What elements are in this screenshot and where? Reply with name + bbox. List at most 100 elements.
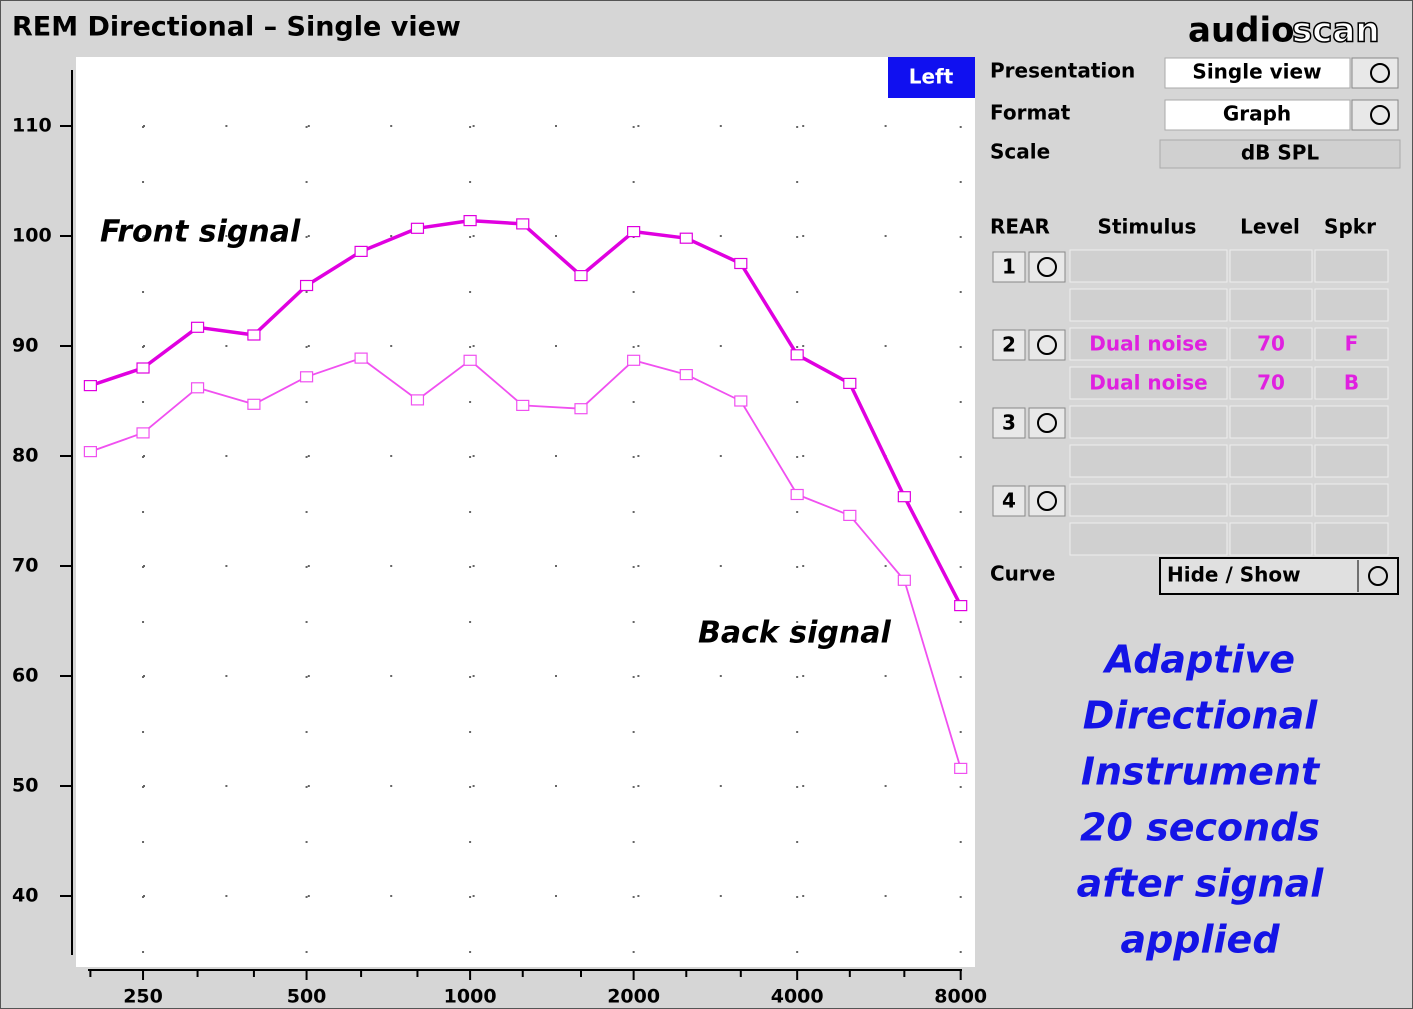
point-marker — [410, 394, 425, 406]
scale-field — [1159, 139, 1401, 169]
table-cell-text: Dual noise — [1089, 332, 1207, 356]
table-cell — [1069, 288, 1228, 322]
table-cell — [1314, 405, 1389, 439]
point-marker — [843, 509, 857, 521]
point-marker — [247, 329, 261, 341]
y-tick-label: 40 — [12, 885, 38, 907]
table-cell — [1314, 522, 1389, 556]
presentation-field[interactable] — [1164, 57, 1351, 89]
point-marker — [790, 488, 804, 501]
point-marker — [83, 446, 97, 458]
rear-number: 4 — [1002, 489, 1016, 513]
x-tick-label: 1000 — [444, 986, 497, 1008]
y-tick-label: 70 — [12, 555, 38, 577]
point-marker — [954, 762, 968, 775]
knob-icon — [1368, 566, 1388, 586]
rear-number-button[interactable] — [992, 329, 1026, 361]
format-label: Format — [990, 101, 1071, 125]
presentation-knob[interactable] — [1351, 57, 1399, 89]
y-tick-label: 60 — [12, 665, 38, 687]
rear-toggle[interactable] — [1028, 407, 1066, 439]
y-tick-label: 100 — [12, 225, 52, 247]
knob-icon — [1370, 63, 1390, 83]
table-header: Level — [1240, 215, 1300, 239]
table-cell — [1229, 522, 1313, 556]
point-marker — [354, 245, 368, 257]
knob-icon — [1037, 491, 1057, 511]
table-cell-text: B — [1344, 371, 1359, 395]
rear-number-button[interactable] — [992, 407, 1026, 439]
rear-number-button[interactable] — [992, 251, 1026, 283]
ear-badge — [888, 57, 975, 98]
note-line: after signal — [1077, 862, 1325, 906]
rear-number: 1 — [1002, 255, 1016, 279]
table-header: REAR — [990, 215, 1050, 239]
table-cell — [1314, 366, 1389, 400]
point-marker — [627, 354, 641, 366]
note-line: Instrument — [1081, 750, 1321, 794]
table-cell — [1069, 444, 1228, 478]
series-annotation: Front signal — [100, 215, 301, 250]
note-line: Adaptive — [1102, 638, 1295, 682]
curve-button-label: Hide / Show — [1167, 563, 1301, 587]
table-cell — [1314, 483, 1389, 517]
logo-scan: scan — [1292, 11, 1380, 51]
point-marker — [843, 377, 857, 389]
series-annotation: Back signal — [698, 616, 892, 651]
rear-toggle[interactable] — [1028, 485, 1066, 517]
y-tick-label: 50 — [12, 775, 38, 797]
table-cell — [1069, 405, 1228, 439]
rear-toggle[interactable] — [1028, 251, 1066, 283]
point-marker — [897, 491, 911, 503]
table-cell — [1069, 522, 1228, 556]
table-header: Spkr — [1324, 215, 1376, 239]
table-cell — [1314, 249, 1389, 283]
point-marker — [574, 270, 588, 282]
point-marker — [897, 574, 911, 586]
table-cell-text: Dual noise — [1089, 371, 1207, 395]
knob-icon — [1037, 335, 1057, 355]
y-tick-label: 110 — [12, 115, 52, 137]
point-marker — [790, 349, 804, 361]
table-cell — [1229, 483, 1313, 517]
rear-number: 2 — [1002, 333, 1016, 357]
x-tick-label: 8000 — [934, 986, 987, 1008]
point-marker — [136, 362, 150, 374]
rear-toggle[interactable] — [1028, 329, 1066, 361]
format-field[interactable] — [1164, 99, 1351, 131]
ear-badge-label: Left — [909, 65, 954, 89]
x-tick-label: 2000 — [607, 986, 660, 1008]
x-tick-label: 4000 — [771, 986, 824, 1008]
point-marker — [954, 599, 968, 612]
point-marker — [679, 232, 693, 244]
table-cell-text: F — [1345, 332, 1359, 356]
table-cell — [1314, 327, 1389, 361]
point-marker — [734, 257, 748, 270]
table-cell — [1069, 483, 1228, 517]
y-tick-label: 90 — [12, 335, 38, 357]
table-cell-text: 70 — [1257, 332, 1285, 356]
table-cell — [1069, 366, 1228, 400]
note-line: applied — [1120, 918, 1280, 962]
table-cell — [1069, 327, 1228, 361]
point-marker — [299, 279, 314, 292]
knob-icon — [1037, 257, 1057, 277]
y-tick-label: 80 — [12, 445, 38, 467]
table-cell — [1229, 249, 1313, 283]
scale-label: Scale — [990, 140, 1050, 164]
point-marker — [463, 354, 477, 366]
table-cell-text: 70 — [1257, 371, 1285, 395]
point-marker — [354, 352, 368, 364]
knob-icon — [1370, 105, 1390, 125]
format-knob[interactable] — [1351, 99, 1399, 131]
point-marker — [190, 382, 205, 394]
note-line: Directional — [1083, 694, 1319, 738]
rear-number-button[interactable] — [992, 485, 1026, 517]
table-cell — [1229, 444, 1313, 478]
point-marker — [574, 403, 588, 415]
point-marker — [83, 380, 97, 392]
point-marker — [247, 398, 261, 410]
point-marker — [516, 218, 530, 230]
table-cell — [1229, 405, 1313, 439]
